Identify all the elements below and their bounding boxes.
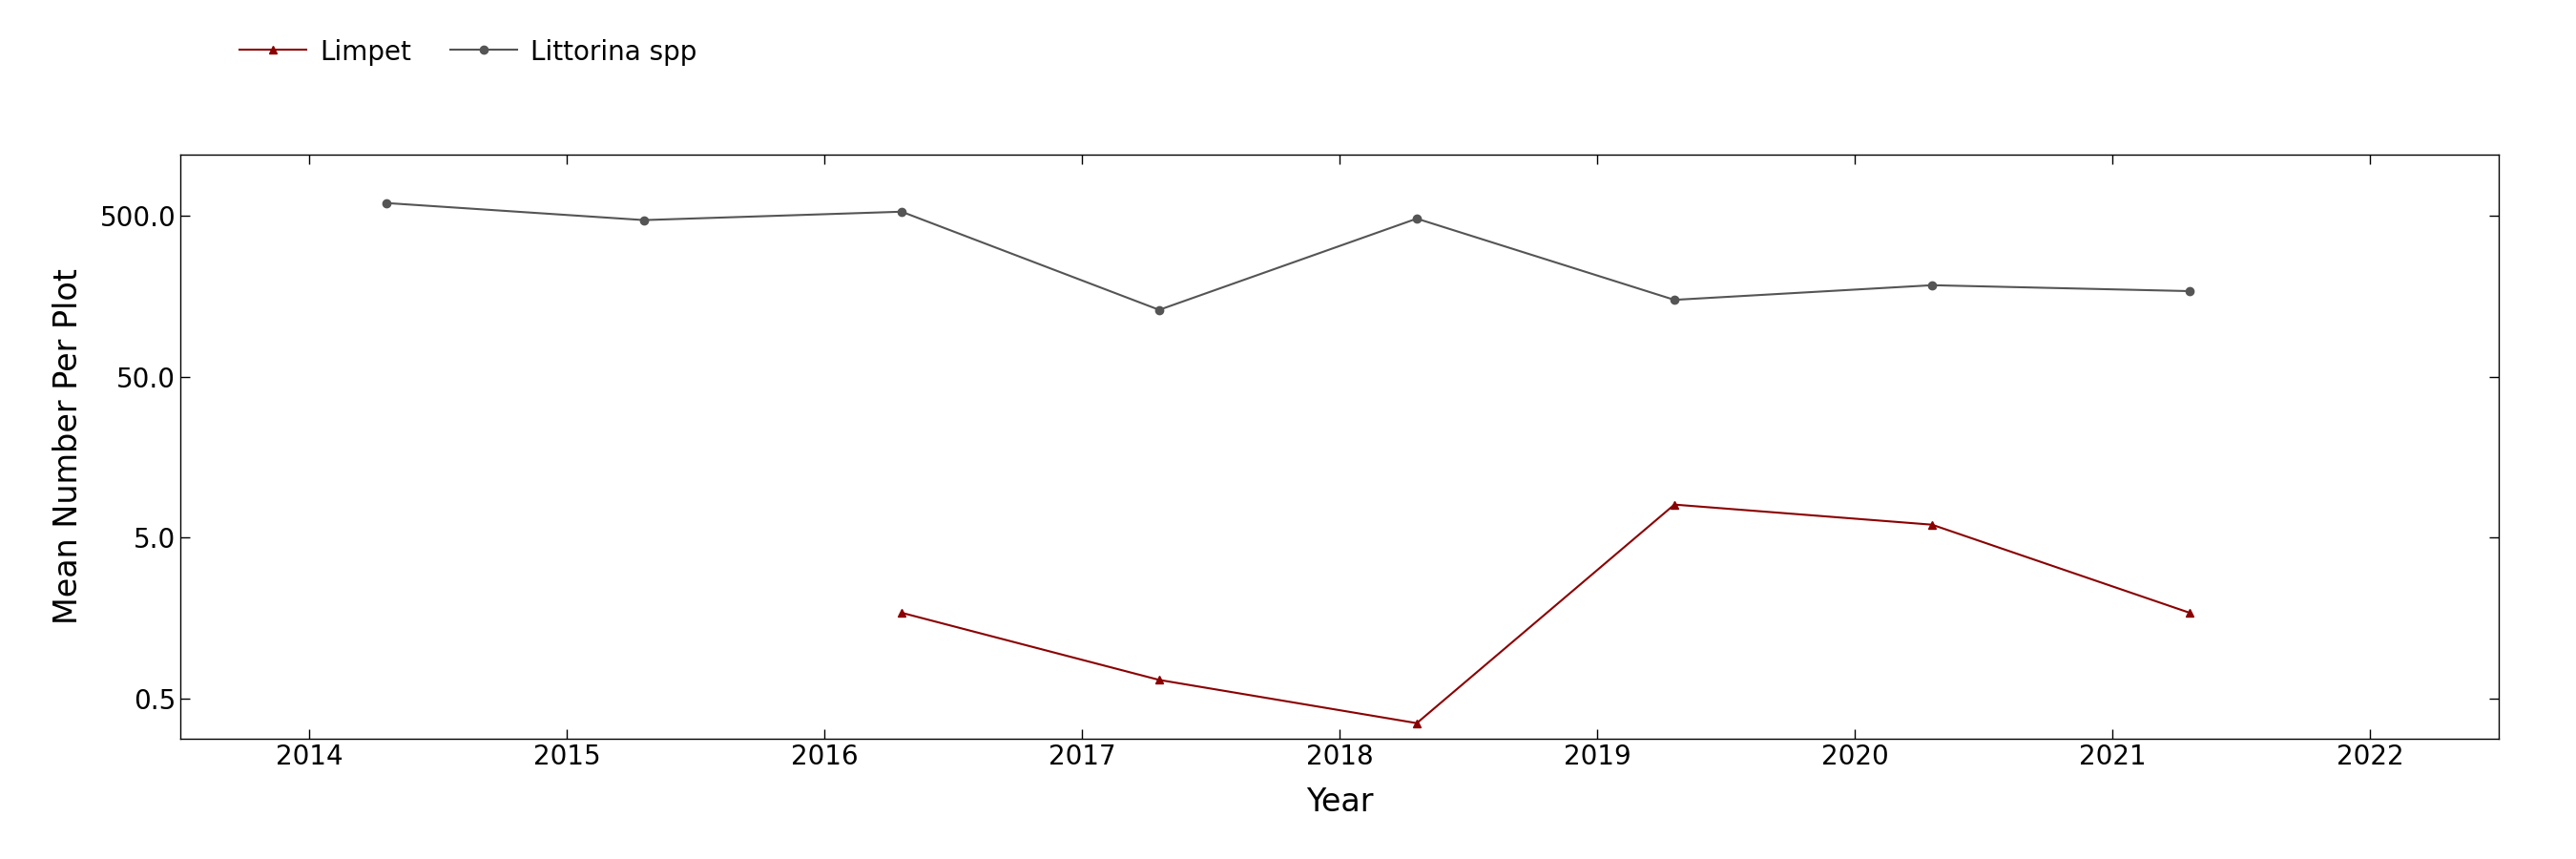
Limpet [1659,499,1690,509]
X-axis label: Year: Year [1306,786,1373,818]
Legend: Limpet, Littorina spp: Limpet, Littorina spp [240,40,696,66]
Littorina spp [1659,295,1690,305]
Littorina spp [1144,305,1175,315]
Y-axis label: Mean Number Per Plot: Mean Number Per Plot [52,269,82,624]
Littorina spp [2174,286,2205,296]
Limpet [1401,718,1432,728]
Line: Littorina spp: Littorina spp [381,199,2195,314]
Limpet [886,607,917,618]
Limpet [1917,520,1947,530]
Littorina spp [371,198,402,208]
Limpet [1144,675,1175,685]
Littorina spp [1917,280,1947,290]
Limpet [2174,607,2205,618]
Littorina spp [1401,214,1432,224]
Littorina spp [629,215,659,225]
Line: Limpet: Limpet [896,501,2195,727]
Littorina spp [886,206,917,216]
